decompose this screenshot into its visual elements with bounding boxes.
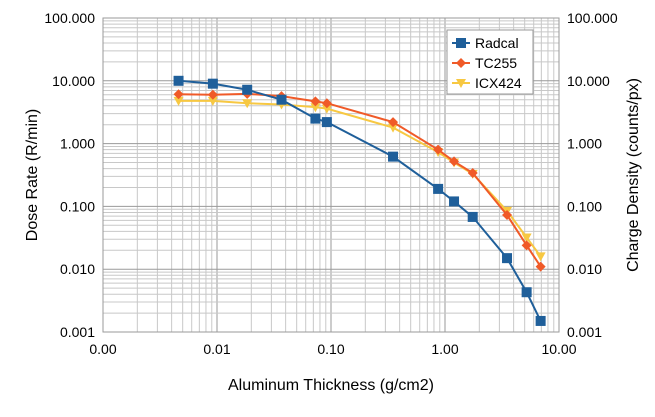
data-point-tc255 bbox=[535, 261, 546, 272]
left-y-axis-label: Dose Rate (R/min) bbox=[24, 109, 41, 241]
left-y-tick-label: 0.010 bbox=[60, 261, 95, 277]
left-y-tick-label: 100.000 bbox=[44, 10, 95, 26]
legend-marker-icx424 bbox=[456, 79, 466, 88]
left-y-axis-ticks: 0.001 0.010 0.100 1.000 10.000 100.000 bbox=[44, 10, 95, 340]
data-point-tc255 bbox=[207, 89, 218, 100]
series-group bbox=[173, 75, 546, 326]
data-point-radcal bbox=[502, 253, 513, 264]
data-point-radcal bbox=[207, 78, 218, 89]
data-point-radcal bbox=[449, 196, 460, 207]
right-y-tick-label: 0.010 bbox=[567, 261, 602, 277]
right-y-tick-label: 1.000 bbox=[567, 136, 602, 152]
data-point-radcal bbox=[535, 315, 546, 326]
data-point-icx424 bbox=[535, 252, 546, 262]
legend-label-icx424: ICX424 bbox=[475, 75, 522, 91]
x-axis-ticks: 0.00 0.01 0.10 1.00 10.00 bbox=[89, 341, 576, 357]
right-y-axis-ticks: 0.001 0.010 0.100 1.000 10.000 100.000 bbox=[567, 10, 618, 340]
legend-label-tc255: TC255 bbox=[475, 55, 517, 71]
data-point-radcal bbox=[467, 211, 478, 222]
x-tick-label: 0.00 bbox=[89, 341, 116, 357]
data-point-tc255 bbox=[521, 240, 532, 251]
data-point-icx424 bbox=[310, 103, 321, 113]
data-point-icx424 bbox=[242, 99, 253, 109]
data-point-tc255 bbox=[388, 117, 399, 128]
x-tick-label: 1.00 bbox=[431, 341, 458, 357]
left-y-tick-label: 10.000 bbox=[52, 73, 95, 89]
right-y-tick-label: 0.001 bbox=[567, 324, 602, 340]
data-point-radcal bbox=[321, 117, 332, 128]
x-tick-label: 0.10 bbox=[317, 341, 344, 357]
data-point-radcal bbox=[242, 84, 253, 95]
data-point-icx424 bbox=[207, 96, 218, 106]
series-line-tc255 bbox=[178, 92, 542, 268]
x-axis-label: Aluminum Thickness (g/cm2) bbox=[228, 377, 434, 394]
x-tick-label: 0.01 bbox=[203, 341, 230, 357]
left-y-tick-label: 1.000 bbox=[60, 136, 95, 152]
legend-marker-radcal bbox=[456, 38, 466, 48]
data-point-radcal bbox=[276, 94, 287, 105]
data-point-radcal bbox=[433, 183, 444, 194]
legend-marker-tc255 bbox=[456, 58, 466, 68]
data-point-icx424 bbox=[388, 123, 399, 133]
right-y-tick-label: 0.100 bbox=[567, 198, 602, 214]
data-point-radcal bbox=[310, 113, 321, 124]
data-point-tc255 bbox=[321, 98, 332, 109]
grid bbox=[102, 18, 559, 333]
data-point-radcal bbox=[521, 287, 532, 298]
data-point-tc255 bbox=[433, 144, 444, 155]
data-point-icx424 bbox=[521, 233, 532, 243]
data-point-tc255 bbox=[310, 96, 321, 107]
left-y-tick-label: 0.100 bbox=[60, 198, 95, 214]
data-point-icx424 bbox=[173, 96, 184, 106]
data-point-icx424 bbox=[321, 104, 332, 114]
series-line-radcal bbox=[178, 79, 542, 322]
legend-label-radcal: Radcal bbox=[475, 35, 519, 51]
series-radcal bbox=[173, 75, 546, 326]
left-y-tick-label: 0.001 bbox=[60, 324, 95, 340]
right-y-tick-label: 10.000 bbox=[567, 73, 610, 89]
data-point-tc255 bbox=[173, 89, 184, 100]
legend: Radcal TC255 ICX424 bbox=[446, 29, 534, 95]
data-point-radcal bbox=[173, 75, 184, 86]
plot-area-frame bbox=[102, 17, 560, 333]
right-y-axis-label: Charge Density (counts/px) bbox=[625, 78, 642, 272]
x-tick-label: 10.00 bbox=[541, 341, 576, 357]
data-point-radcal bbox=[388, 151, 399, 162]
right-y-tick-label: 100.000 bbox=[567, 10, 618, 26]
data-point-tc255 bbox=[467, 168, 478, 179]
data-point-tc255 bbox=[449, 156, 460, 167]
series-tc255 bbox=[173, 88, 546, 272]
data-point-tc255 bbox=[502, 209, 513, 220]
